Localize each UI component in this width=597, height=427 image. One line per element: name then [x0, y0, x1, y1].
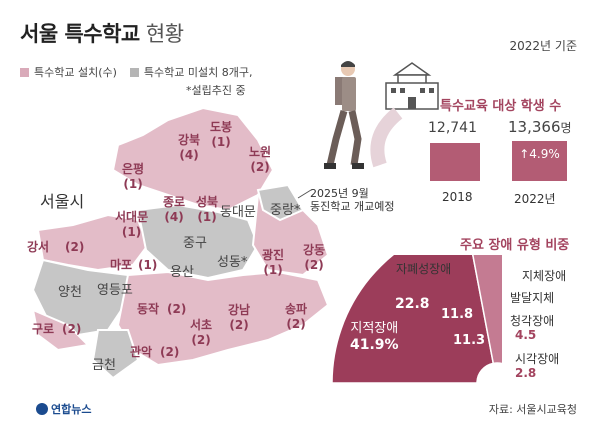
legend-installed: 특수학교 설치(수) 특수학교 미설치 8개구, — [20, 64, 253, 80]
source-label: 자료: 서울시교육청 — [488, 403, 577, 416]
student-walking-illustration — [324, 61, 439, 169]
type-label-hearing: 청각장애 — [510, 314, 555, 328]
district-nowon: 노원 (2) — [249, 145, 272, 174]
title-light: 현황 — [145, 22, 184, 46]
disability-title: 주요 장애 유형 비중 — [460, 238, 570, 253]
district-guro: 구로 — [32, 322, 55, 336]
district-mapo: 마포 — [110, 258, 133, 272]
district-gwangjin: 광진 (1) — [262, 248, 285, 277]
type-label-physical: 지체장애 — [522, 269, 567, 283]
district-songpa: 송파 (2) — [285, 302, 308, 331]
type-label-developmental: 발달지체 — [510, 291, 555, 305]
students-value-2022: 13,366명 — [508, 118, 572, 136]
district-eunpyeong: 은평 (1) — [122, 162, 145, 191]
district-dongjak: 동작 — [137, 302, 160, 316]
district-mapo-count: (1) — [138, 258, 158, 272]
district-seongdong: 성동* — [217, 255, 248, 270]
district-seodaemun: 서대문 (1) — [115, 210, 149, 239]
students-title: 특수교육 대상 학생 수 — [440, 99, 562, 114]
logo-icon — [36, 403, 48, 415]
students-year-2018: 2018 — [442, 190, 473, 204]
disability-half-donut — [331, 255, 502, 384]
opening-annotation: 2025년 9월 동진학교 개교예정 — [310, 187, 394, 213]
type-label-visual: 시각장애 — [515, 352, 560, 366]
legend-swatch-not-installed — [129, 67, 139, 77]
district-dobong: 도봉 (1) — [210, 120, 233, 149]
map-region-jungnang — [256, 183, 305, 222]
date-label: 2022년 기준 — [509, 39, 577, 53]
city-label: 서울시 — [40, 192, 85, 211]
district-gangdong: 강동 (2) — [303, 243, 326, 272]
map-region-center — [136, 203, 260, 280]
district-yeongdeungpo: 영등포 — [97, 283, 133, 298]
district-jungnang: 중랑* — [270, 203, 301, 218]
donut-slice-1 — [472, 255, 502, 365]
map-region-geumcheon — [91, 329, 140, 380]
district-seocho: 서초 (2) — [190, 318, 213, 347]
district-gwanak-count: (2) — [160, 345, 180, 359]
map-region-south — [116, 270, 330, 367]
district-gwanak: 관악 — [130, 345, 153, 359]
district-dongjak-count: (2) — [167, 302, 187, 316]
type-value-hearing: 4.5 — [515, 328, 537, 342]
students-bar-2018 — [430, 143, 480, 181]
students-bar-2022: ↑4.9% — [512, 141, 567, 181]
district-yongsan: 용산 — [170, 265, 194, 280]
donut-slice-0 — [331, 255, 495, 384]
map-region-guro — [31, 308, 91, 352]
district-geumcheon: 금천 — [92, 358, 116, 373]
seoul-district-map — [31, 106, 330, 380]
legend-not-installed-label: 특수학교 미설치 8개구, — [143, 66, 253, 79]
students-value-2018: 12,741 — [428, 120, 477, 136]
legend-swatch-installed — [20, 67, 29, 77]
district-gangseo-count: (2) — [65, 240, 85, 254]
district-gangnam: 강남 (2) — [228, 303, 251, 332]
slice-value-physical: 11.8 — [441, 307, 474, 322]
students-year-2022: 2022년 — [514, 192, 556, 206]
district-jongno: 종로 (4) — [163, 195, 186, 224]
legend-note: *설립추진 중 — [186, 84, 246, 97]
type-value-visual: 2.8 — [515, 366, 537, 380]
district-dongdaemun: 동대문 — [220, 205, 256, 220]
type-label-autism: 자폐성장애 — [396, 262, 452, 276]
district-seongbuk: 성북 (1) — [196, 195, 219, 224]
district-gangbuk: 강북 (4) — [178, 133, 201, 162]
annotation-line2: 동진학교 개교예정 — [310, 200, 395, 213]
page-title: 서울 특수학교 현황 — [20, 18, 184, 48]
annotation-line1: 2025년 9월 — [310, 187, 369, 200]
map-region-north — [111, 106, 275, 212]
students-change: ↑4.9% — [519, 147, 560, 161]
district-yangcheon: 양천 — [58, 285, 82, 300]
slice-value-autism: 22.8 — [395, 296, 430, 312]
district-guro-count: (2) — [62, 322, 82, 336]
title-bold: 서울 특수학교 — [20, 22, 140, 46]
district-gangseo: 강서 — [27, 240, 50, 254]
slice-value-developmental: 11.3 — [453, 333, 486, 348]
district-junggu: 중구 — [183, 236, 207, 251]
legend-installed-label: 특수학교 설치(수) — [34, 66, 117, 79]
slice-label-intellectual: 지적장애 41.9% — [350, 321, 399, 353]
logo: 연합뉴스 — [36, 401, 91, 417]
